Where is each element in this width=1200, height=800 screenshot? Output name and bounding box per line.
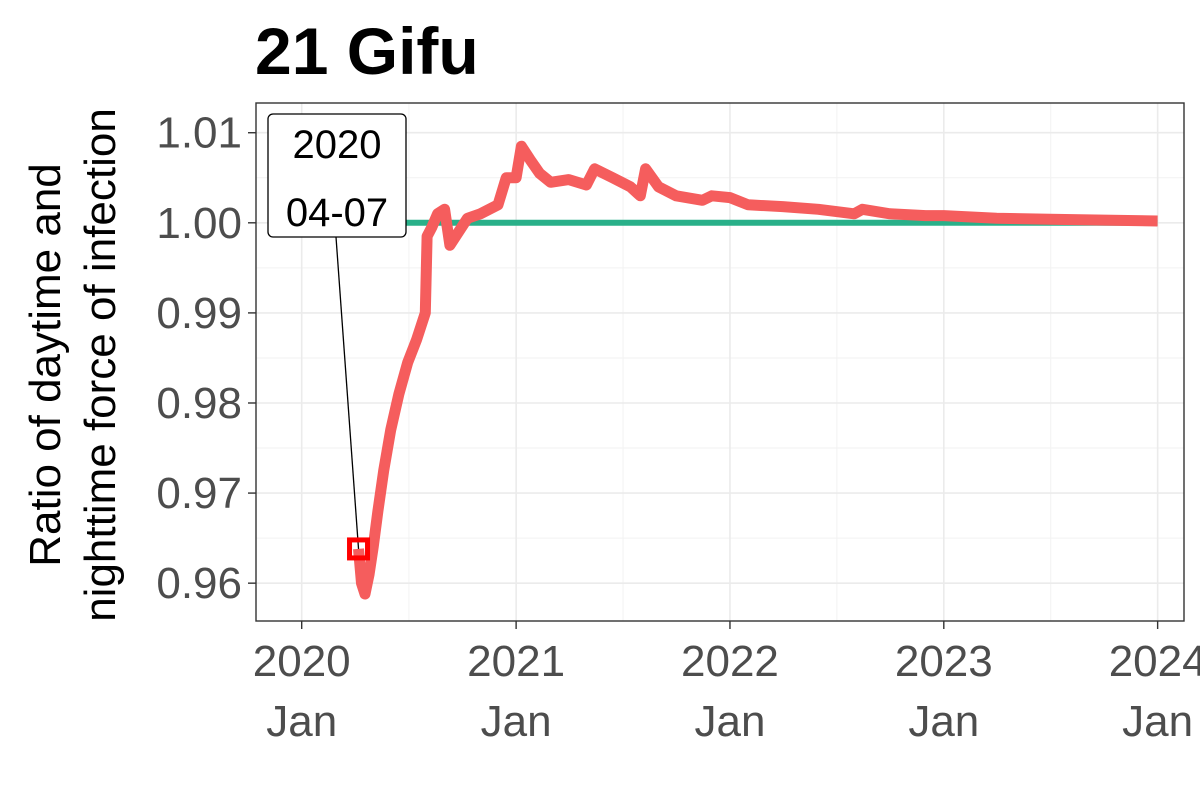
- annotation-leader-line: [335, 236, 360, 549]
- x-tick-label-year: 2022: [681, 637, 779, 686]
- annotation-marker: [347, 537, 371, 561]
- series-line-2: [353, 140, 1158, 600]
- x-tick-label-month: Jan: [908, 697, 979, 746]
- chart-title: 21 Gifu: [255, 14, 479, 88]
- plot-border: [255, 102, 1185, 622]
- series-layer: [353, 140, 1158, 600]
- y-tick-label: 0.98: [156, 379, 242, 428]
- x-tick-label-year: 2024: [1109, 637, 1200, 686]
- axis-ticks: 0.96 0.97 0.98 0.99 1.00 1.01 2020 Jan 2021 Jan 20…: [156, 109, 1200, 746]
- annotation-label-year: 2020: [293, 123, 382, 167]
- y-axis-label-line-1: Ratio of daytime and: [21, 163, 70, 567]
- y-tick-label: 0.97: [156, 469, 242, 518]
- x-tick-label-month: Jan: [1122, 697, 1193, 746]
- x-tick-label-year: 2023: [895, 637, 993, 686]
- y-axis-label-line-2: nighttime force of infection: [76, 108, 125, 622]
- y-tick-label: 1.01: [156, 109, 242, 158]
- annotation-layer: 2020 04-07: [267, 113, 407, 561]
- annotation-box: [267, 113, 407, 238]
- x-tick-label-year: 2021: [467, 637, 565, 686]
- x-tick-label-month: Jan: [266, 697, 337, 746]
- annotation-label-date: 04-07: [286, 191, 388, 235]
- x-tick-label-year: 2020: [253, 637, 351, 686]
- y-tick-label: 1.00: [156, 199, 242, 248]
- x-tick-label-month: Jan: [694, 697, 765, 746]
- y-tick-label: 0.96: [156, 559, 242, 608]
- x-tick-label-month: Jan: [481, 697, 552, 746]
- y-tick-label: 0.99: [156, 289, 242, 338]
